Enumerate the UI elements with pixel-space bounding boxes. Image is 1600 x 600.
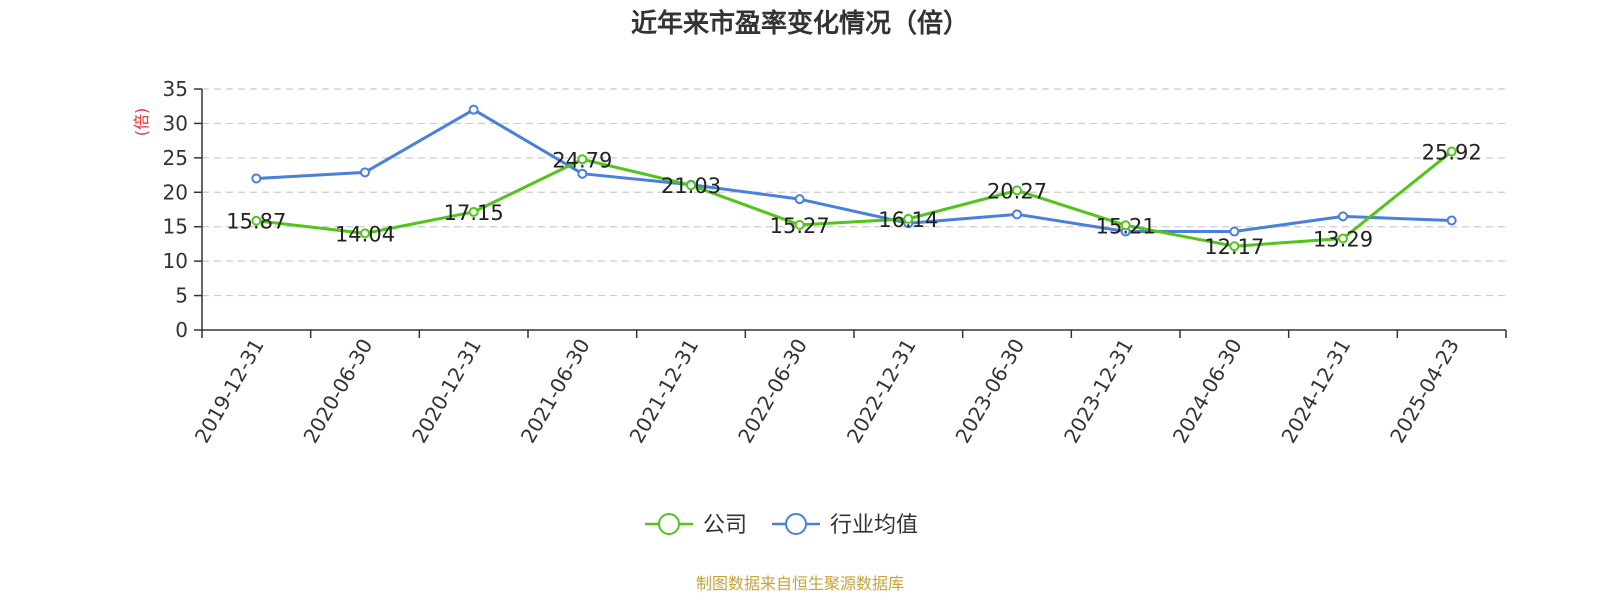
legend[interactable]: 公司 行业均值 (645, 513, 918, 538)
data-point[interactable] (1338, 233, 1348, 244)
data-label: 25.92 (1422, 141, 1482, 165)
y-axis-label: (倍) (132, 108, 151, 137)
legend-marker (658, 513, 680, 535)
data-point[interactable] (577, 154, 588, 165)
data-point[interactable] (1012, 185, 1022, 196)
y-tick-label: 15 (163, 215, 188, 239)
grid-lines (202, 88, 1506, 297)
y-tick-label: 0 (175, 318, 188, 342)
data-point[interactable] (1446, 215, 1457, 226)
data-point[interactable] (1229, 241, 1240, 252)
data-label: 13.29 (1313, 227, 1373, 251)
data-label: 15.87 (226, 210, 286, 234)
data-labels: 15.87 14.04 17.15 24.79 21.03 15.27 16.14 20.27… (226, 141, 1481, 260)
x-tick-label: 2022-12-31 (842, 334, 921, 447)
data-label: 17.15 (444, 201, 504, 225)
data-point[interactable] (468, 104, 479, 115)
legend-marker (785, 513, 807, 535)
data-point[interactable] (903, 213, 914, 224)
data-point[interactable] (1338, 211, 1348, 222)
data-point[interactable] (360, 167, 370, 178)
y-tick-label: 5 (175, 284, 188, 308)
y-tick-label: 25 (163, 146, 188, 170)
x-tick-label: 2023-06-30 (950, 335, 1029, 448)
data-point[interactable] (794, 194, 805, 205)
x-tick-label: 2021-06-30 (516, 335, 595, 448)
y-tick-label: 10 (163, 249, 188, 273)
data-label: 12.17 (1204, 235, 1264, 259)
x-axis: 2019-12-31 2020-06-30 2020-12-31 2021-06-30… (190, 329, 1507, 448)
data-point[interactable] (468, 206, 479, 217)
legend-label: 行业均值 (830, 513, 918, 538)
source-note: 制图数据来自恒生聚源数据库 (696, 574, 904, 593)
legend-item[interactable]: 公司 (645, 513, 747, 538)
x-tick-label: 2021-12-31 (624, 335, 703, 448)
x-tick-label: 2024-06-30 (1168, 335, 1247, 448)
data-point[interactable] (1012, 209, 1022, 220)
chart-title: 近年来市盈率变化情况（倍） (631, 8, 969, 39)
x-tick-label: 2020-12-31 (407, 334, 486, 447)
series-group (251, 104, 1457, 252)
data-point[interactable] (1229, 226, 1240, 237)
data-label: 16.14 (878, 208, 938, 232)
data-point[interactable] (1120, 220, 1131, 231)
data-label: 20.27 (987, 179, 1047, 203)
data-label: 21.03 (661, 174, 721, 198)
legend-item[interactable]: 行业均值 (772, 513, 918, 538)
x-tick-label: 2023-12-31 (1059, 335, 1138, 448)
series-line-0 (256, 150, 1453, 248)
x-tick-label: 2025-04-23 (1385, 335, 1464, 448)
legend-label: 公司 (703, 513, 747, 538)
data-point[interactable] (251, 215, 262, 226)
x-tick-label: 2024-12-31 (1276, 335, 1355, 448)
y-axis: 0 5 10 15 20 25 30 35 (163, 77, 203, 342)
data-label: 24.79 (552, 148, 612, 172)
y-tick-label: 20 (163, 180, 188, 204)
y-tick-label: 30 (163, 111, 188, 135)
data-point[interactable] (251, 173, 262, 184)
data-point[interactable] (577, 168, 588, 179)
x-tick-label: 2020-06-30 (298, 335, 377, 448)
data-label: 14.04 (335, 222, 395, 246)
y-tick-label: 35 (163, 77, 188, 101)
data-point[interactable] (686, 180, 696, 191)
data-point[interactable] (794, 219, 805, 230)
x-tick-label: 2022-06-30 (733, 335, 812, 448)
x-tick-label: 2019-12-31 (190, 335, 269, 448)
data-point[interactable] (360, 228, 370, 239)
data-point[interactable] (1446, 146, 1457, 157)
data-label: 15.21 (1096, 214, 1156, 238)
data-label: 15.27 (770, 214, 830, 238)
series-line-1 (256, 108, 1452, 234)
